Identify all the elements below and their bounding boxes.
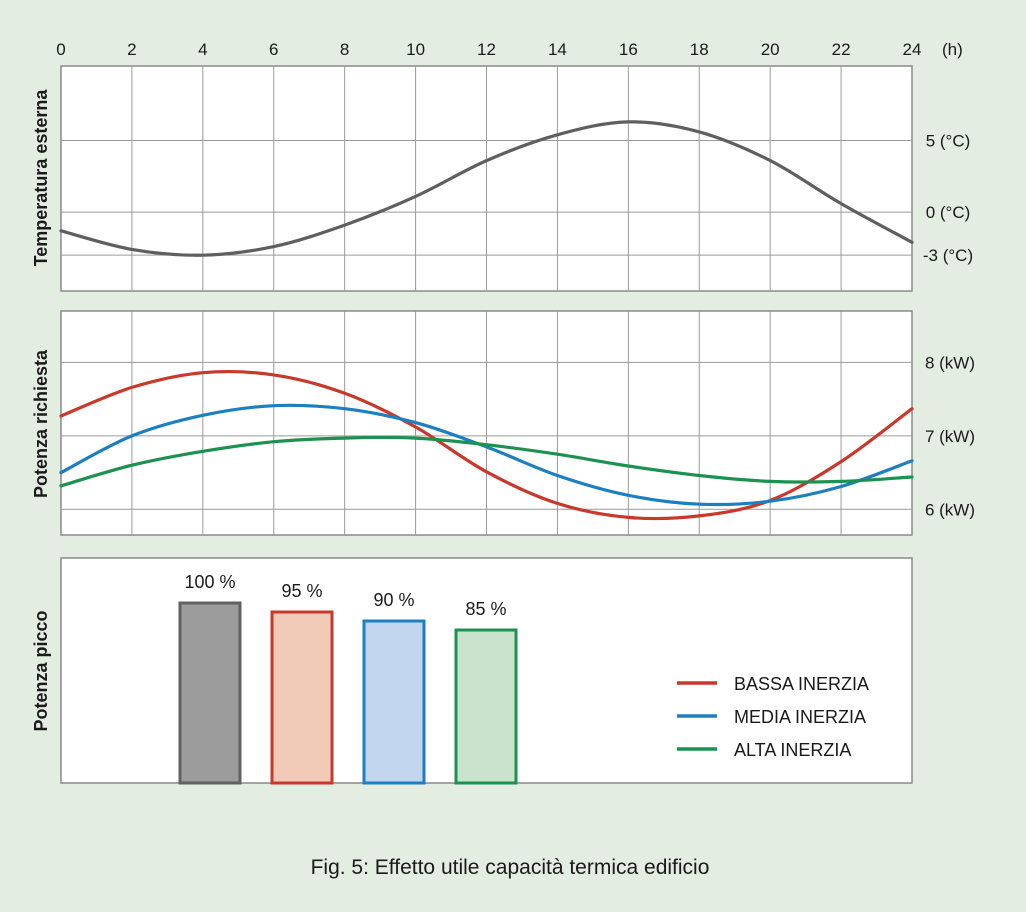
x-tick-label: 22 xyxy=(832,40,851,59)
temperature-y-tick-label: 5 (°C) xyxy=(926,132,971,151)
legend-label: ALTA INERZIA xyxy=(734,740,851,760)
power-y-tick-label: 6 (kW) xyxy=(925,500,975,519)
power-y-ticks: 8 (kW) 7 (kW) 6 (kW) xyxy=(925,353,975,519)
x-tick-label: 10 xyxy=(406,40,425,59)
power-line-alta-inerzia xyxy=(59,435,914,488)
temperature-lines xyxy=(59,120,914,257)
power-lines xyxy=(59,369,914,521)
peak-bar-label: 95 % xyxy=(281,581,322,601)
temperature-y-ticks: 5 (°C) 0 (°C) -3 (°C) xyxy=(923,132,973,266)
legend-label: MEDIA INERZIA xyxy=(734,707,866,727)
peak-bar xyxy=(178,601,242,785)
power-line-media-inerzia xyxy=(59,403,914,507)
peak-bar-label: 85 % xyxy=(465,599,506,619)
x-tick-label: 12 xyxy=(477,40,496,59)
figure-caption: Fig. 5: Effetto utile capacità termica e… xyxy=(311,856,710,879)
ylabel-potenza-picco: Potenza picco xyxy=(31,610,51,731)
peak-bar xyxy=(454,628,518,785)
peak-bar xyxy=(362,619,426,785)
x-tick-label: 0 xyxy=(56,40,65,59)
x-tick-label: 16 xyxy=(619,40,638,59)
power-y-tick-label: 8 (kW) xyxy=(925,353,975,372)
x-tick-label: 8 xyxy=(340,40,349,59)
temperature-y-tick-label: -3 (°C) xyxy=(923,246,973,265)
peak-bar-label: 90 % xyxy=(373,590,414,610)
peak-bars: 100 % 95 % 90 % 85 % xyxy=(178,572,518,785)
x-axis-ticks: 0 2 4 6 8 10 12 14 16 18 20 22 24 xyxy=(56,40,921,59)
x-tick-label: 20 xyxy=(761,40,780,59)
x-unit-label: (h) xyxy=(942,40,963,59)
temperature-series-line xyxy=(59,120,914,257)
x-tick-label: 2 xyxy=(127,40,136,59)
peak-bar xyxy=(270,610,334,785)
x-tick-label: 24 xyxy=(903,40,922,59)
power-line-bassa-inerzia xyxy=(59,369,914,521)
x-tick-label: 18 xyxy=(690,40,709,59)
power-y-tick-label: 7 (kW) xyxy=(925,427,975,446)
x-tick-label: 6 xyxy=(269,40,278,59)
x-tick-label: 14 xyxy=(548,40,567,59)
ylabel-potenza-richiesta: Potenza richiesta xyxy=(31,349,51,498)
legend-label: BASSA INERZIA xyxy=(734,674,869,694)
peak-bar-label: 100 % xyxy=(184,572,235,592)
legend: BASSA INERZIA MEDIA INERZIA ALTA INERZIA xyxy=(677,674,869,760)
power-grid xyxy=(61,311,912,535)
temperature-y-tick-label: 0 (°C) xyxy=(926,203,971,222)
x-tick-label: 4 xyxy=(198,40,207,59)
ylabel-temperatura: Temperatura esterna xyxy=(31,89,51,267)
